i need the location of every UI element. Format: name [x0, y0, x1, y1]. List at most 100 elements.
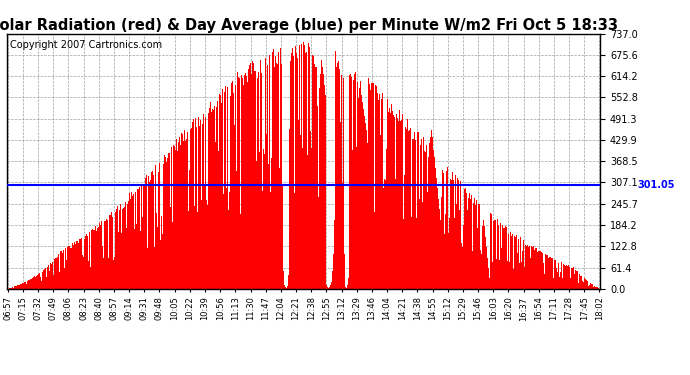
Bar [59, 272, 60, 289]
Bar [85, 237, 86, 289]
Bar [359, 81, 361, 289]
Bar [108, 258, 109, 289]
Bar [174, 146, 175, 289]
Bar [391, 104, 392, 289]
Bar [551, 258, 552, 289]
Bar [135, 192, 137, 289]
Bar [334, 219, 335, 289]
Bar [591, 284, 592, 289]
Bar [46, 277, 48, 289]
Bar [109, 215, 110, 289]
Bar [484, 226, 485, 289]
Bar [50, 263, 51, 289]
Bar [51, 264, 52, 289]
Bar [503, 228, 504, 289]
Bar [79, 239, 80, 289]
Bar [97, 228, 98, 289]
Bar [536, 248, 537, 289]
Bar [497, 224, 498, 289]
Bar [105, 221, 106, 289]
Bar [143, 188, 144, 289]
Bar [60, 252, 61, 289]
Bar [90, 267, 91, 289]
Bar [507, 261, 509, 289]
Bar [83, 257, 84, 289]
Bar [72, 243, 73, 289]
Bar [460, 182, 461, 289]
Bar [124, 207, 125, 289]
Bar [43, 270, 44, 289]
Bar [66, 260, 67, 289]
Bar [300, 135, 301, 289]
Bar [295, 43, 297, 289]
Bar [364, 116, 365, 289]
Bar [95, 226, 97, 289]
Bar [163, 165, 164, 289]
Bar [538, 251, 540, 289]
Bar [528, 247, 529, 289]
Bar [259, 152, 260, 289]
Bar [476, 200, 477, 289]
Bar [243, 85, 244, 289]
Bar [401, 200, 402, 289]
Bar [39, 273, 40, 289]
Bar [470, 198, 471, 289]
Bar [337, 63, 338, 289]
Bar [405, 127, 406, 289]
Bar [92, 230, 94, 289]
Bar [188, 211, 189, 289]
Bar [282, 185, 283, 289]
Bar [45, 268, 46, 289]
Bar [158, 172, 159, 289]
Bar [148, 176, 149, 289]
Bar [308, 44, 309, 289]
Bar [332, 272, 333, 289]
Bar [373, 83, 374, 289]
Bar [491, 214, 492, 289]
Bar [147, 248, 148, 289]
Bar [596, 287, 597, 289]
Bar [414, 132, 415, 289]
Bar [408, 205, 409, 289]
Bar [312, 63, 313, 289]
Bar [101, 246, 103, 289]
Bar [150, 235, 152, 289]
Bar [500, 223, 501, 289]
Bar [409, 130, 411, 289]
Bar [24, 282, 25, 289]
Bar [29, 280, 30, 289]
Bar [58, 254, 59, 289]
Bar [532, 247, 533, 289]
Bar [149, 182, 150, 289]
Bar [375, 86, 377, 289]
Title: Solar Radiation (red) & Day Average (blue) per Minute W/m2 Fri Oct 5 18:33: Solar Radiation (red) & Day Average (blu… [0, 18, 618, 33]
Bar [206, 205, 208, 289]
Bar [478, 204, 479, 289]
Bar [597, 288, 598, 289]
Bar [572, 268, 573, 289]
Bar [386, 149, 387, 289]
Bar [485, 237, 486, 289]
Bar [177, 151, 178, 289]
Bar [232, 78, 233, 289]
Bar [274, 67, 275, 289]
Bar [284, 285, 285, 289]
Bar [82, 255, 83, 289]
Bar [125, 202, 126, 289]
Bar [526, 246, 527, 289]
Bar [590, 283, 591, 289]
Bar [214, 106, 215, 289]
Bar [512, 234, 513, 289]
Bar [275, 56, 276, 289]
Bar [54, 261, 55, 289]
Bar [519, 263, 520, 289]
Bar [492, 262, 493, 289]
Bar [354, 74, 355, 289]
Bar [565, 266, 566, 289]
Bar [160, 240, 161, 289]
Bar [576, 271, 577, 289]
Bar [412, 140, 413, 289]
Bar [294, 192, 295, 289]
Bar [269, 55, 270, 289]
Bar [462, 248, 463, 289]
